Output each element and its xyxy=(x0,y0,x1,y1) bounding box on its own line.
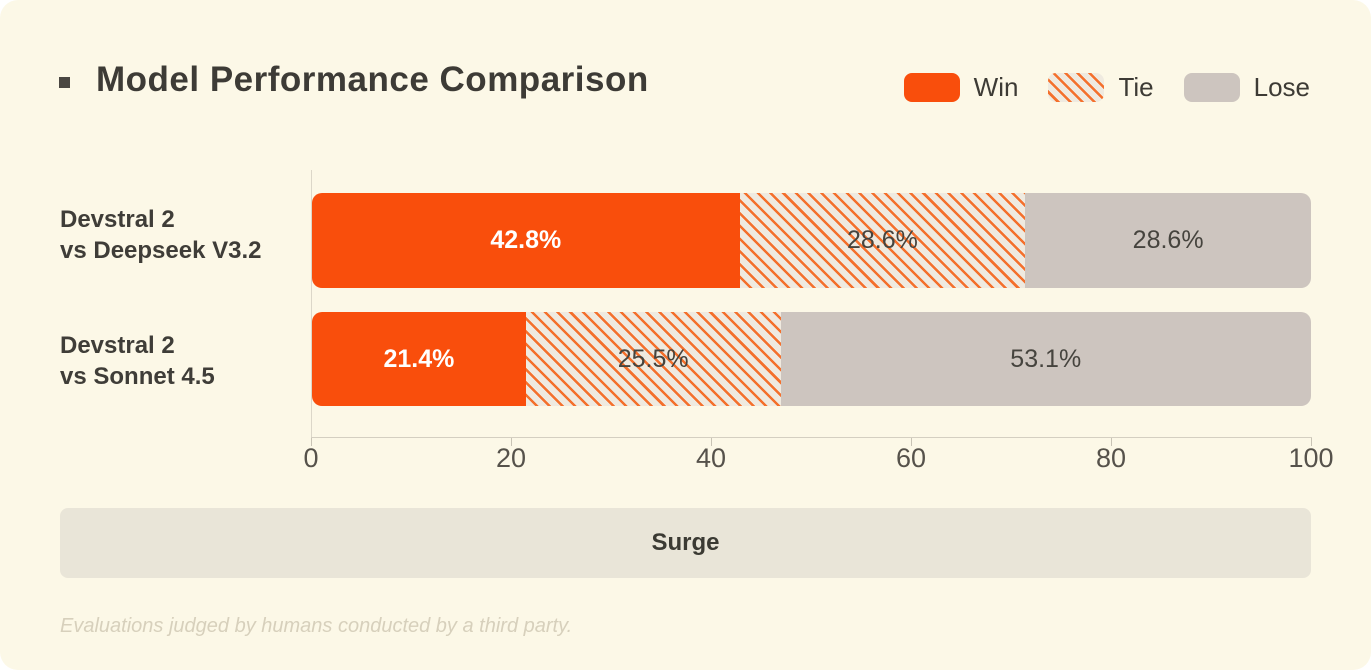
x-axis-tick xyxy=(911,438,912,446)
x-axis-tick xyxy=(511,438,512,446)
bar-segment-lose: 28.6% xyxy=(1025,193,1311,288)
footer-note: Evaluations judged by humans conducted b… xyxy=(60,615,573,637)
stacked-bar-sonnet: 21.4% 25.5% 53.1% xyxy=(312,312,1311,406)
category-label-line: vs Deepseek V3.2 xyxy=(60,237,262,264)
bar-value-label: 28.6% xyxy=(846,226,918,254)
legend-lose-swatch-icon xyxy=(1183,73,1240,102)
legend-item-lose: Lose xyxy=(1183,72,1310,103)
x-tick-label: 40 xyxy=(695,443,727,473)
category-label-deepseek: Devstral 2 vs Deepseek V3.2 xyxy=(60,204,305,266)
bar-value-label: 21.4% xyxy=(383,344,455,373)
x-tick-label: 60 xyxy=(895,443,927,473)
legend-item-win: Win xyxy=(903,72,1019,103)
category-label-line: vs Sonnet 4.5 xyxy=(60,363,215,390)
x-tick-label: 100 xyxy=(1288,443,1334,473)
legend-item-tie: Tie xyxy=(1048,72,1154,103)
bar-segment-tie: 25.5% xyxy=(525,312,781,406)
bar-segment-win: 42.8% xyxy=(312,193,740,288)
bar-segment-win: 21.4% xyxy=(312,312,526,406)
y-axis-line xyxy=(311,170,312,438)
x-tick-label: 0 xyxy=(303,443,319,473)
x-axis-tick xyxy=(1111,438,1112,446)
header: Model Performance Comparison xyxy=(59,60,649,100)
category-label-sonnet: Devstral 2 vs Sonnet 4.5 xyxy=(60,330,305,392)
x-tick-label: 20 xyxy=(495,443,527,473)
category-label-line: Devstral 2 xyxy=(60,206,175,233)
category-label-line: Devstral 2 xyxy=(60,332,175,359)
legend: Win Tie Lose xyxy=(903,72,1310,103)
x-tick-label: 80 xyxy=(1095,443,1127,473)
bar-value-label: 25.5% xyxy=(617,344,689,373)
page-title: Model Performance Comparison xyxy=(96,60,649,99)
bar-value-label: 42.8% xyxy=(490,226,562,254)
surge-banner-label: Surge xyxy=(651,529,720,556)
bar-segment-tie: 28.6% xyxy=(739,193,1026,288)
x-axis-tick xyxy=(1311,438,1312,446)
legend-win-swatch-icon xyxy=(903,73,960,102)
bar-segment-lose: 53.1% xyxy=(780,312,1311,406)
x-axis-tick xyxy=(711,438,712,446)
surge-banner: Surge xyxy=(60,508,1311,578)
legend-lose-label: Lose xyxy=(1253,72,1310,102)
bar-value-label: 53.1% xyxy=(1010,344,1082,373)
legend-tie-swatch-icon xyxy=(1048,73,1105,102)
stacked-bar-deepseek: 42.8% 28.6% 28.6% xyxy=(312,193,1311,288)
bar-value-label: 28.6% xyxy=(1132,226,1204,254)
legend-tie-label: Tie xyxy=(1118,72,1154,102)
x-axis-line xyxy=(311,437,1312,438)
legend-win-label: Win xyxy=(973,72,1019,102)
x-axis-tick xyxy=(311,438,312,446)
square-bullet-icon xyxy=(59,76,70,88)
